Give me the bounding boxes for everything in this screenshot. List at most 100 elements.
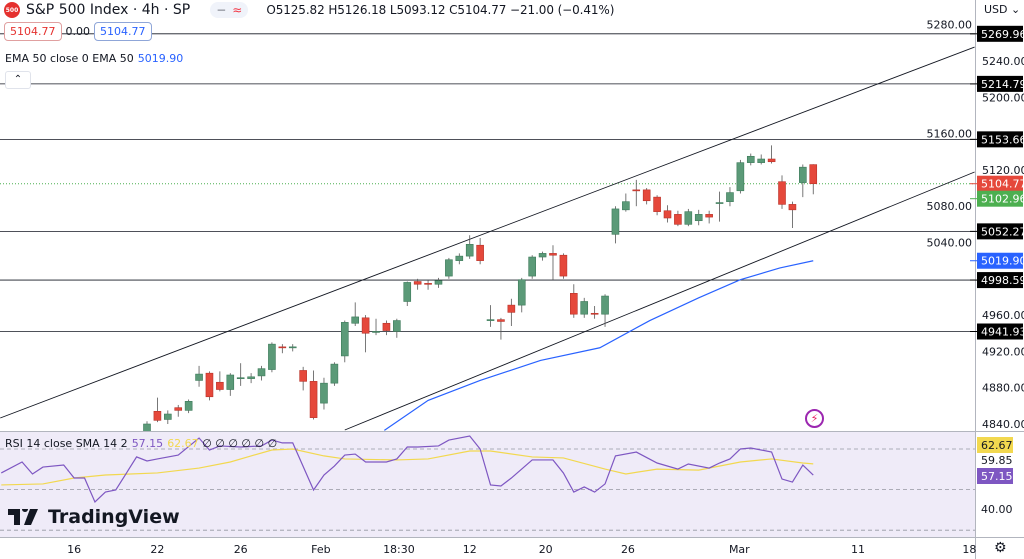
level-price-tag: 4998.59: [970, 272, 1024, 289]
price-tick-label: 4840.00: [982, 418, 1024, 431]
price-tick-label: 5040.00: [927, 237, 973, 250]
candle-body: [372, 331, 380, 333]
candle: [663, 205, 672, 223]
candle: [174, 404, 183, 417]
candle: [268, 342, 276, 373]
status-pills[interactable]: − ≈: [210, 2, 249, 18]
candle-body: [247, 376, 255, 379]
candle: [309, 370, 318, 420]
candle-body: [195, 373, 203, 381]
candle: [497, 317, 505, 340]
candle-body: [767, 158, 776, 163]
candle: [403, 281, 412, 307]
candle: [559, 253, 568, 279]
ema-legend[interactable]: EMA 50 close 0 EMA 50 5019.90: [5, 52, 183, 65]
candle-body: [413, 281, 422, 285]
level-price-tag-bg: [977, 272, 1023, 289]
ema-price-tag: 5019.90: [970, 252, 1024, 269]
spread-value: 0.00: [65, 25, 91, 38]
rsi-background: [0, 432, 975, 537]
rsi-line: [0, 435, 814, 504]
candle: [507, 298, 516, 326]
time-tick-label: Feb: [311, 543, 330, 556]
rsi-label: RSI 14 close SMA 14 2: [5, 437, 128, 450]
candle: [445, 257, 453, 279]
candle-body: [601, 295, 609, 315]
symbol-header: 500 S&P 500 Index · 4h · SP − ≈ O5125.82 …: [4, 2, 614, 18]
candle: [361, 315, 370, 353]
bid-price-tag: 5102.96: [970, 190, 1024, 207]
candle-body: [455, 255, 464, 261]
settings-icon[interactable]: ⚙: [994, 540, 1007, 556]
rsi-axis-label: 57.15: [977, 468, 1013, 484]
trade-buttons: 5104.77 0.00 5104.77: [4, 22, 152, 41]
rsi-axis-label-text: 59.85: [981, 454, 1013, 467]
candle: [715, 191, 724, 222]
candle-body: [590, 312, 599, 315]
lightning-icon[interactable]: ⚡: [805, 409, 824, 428]
candle-body: [486, 319, 495, 321]
candle: [726, 187, 734, 207]
currency-dropdown[interactable]: USD ⌄: [984, 3, 1021, 16]
level-price-tag-bg: [977, 131, 1023, 148]
price-tick-label: 5160.00: [927, 128, 973, 141]
channel-trendline: [344, 171, 975, 431]
candle: [330, 362, 339, 386]
channel-trendline: [0, 46, 975, 419]
buy-button[interactable]: 5104.77: [94, 22, 152, 41]
level-price-tag-bg: [977, 25, 1023, 42]
price-pane: [0, 33, 975, 431]
candle-body: [288, 346, 297, 349]
candle-body: [559, 254, 568, 277]
price-tick-label: 5200.00: [982, 91, 1024, 104]
last-price-tag: 5104.77: [970, 175, 1024, 192]
symbol-title[interactable]: S&P 500 Index · 4h · SP: [26, 2, 191, 18]
candle-body: [184, 401, 193, 411]
candle-body: [809, 164, 818, 185]
rsi-tag-bg: [977, 437, 1013, 453]
time-tick-label: 20: [539, 543, 553, 556]
candle: [788, 201, 797, 228]
rsi-axis-label: 62.67: [977, 437, 1013, 453]
candle-body: [153, 410, 162, 421]
candle-body: [476, 244, 484, 261]
candle: [736, 159, 745, 194]
candle: [767, 145, 776, 164]
candle-body: [340, 322, 349, 357]
candle: [799, 164, 807, 198]
rsi-tag-bg: [977, 468, 1013, 484]
candle-body: [694, 214, 703, 222]
level-price-tag-bg: [977, 75, 1023, 92]
candle: [205, 371, 214, 401]
level-price-tag: 5214.79: [970, 75, 1024, 92]
candle-body: [299, 370, 307, 382]
candle: [549, 245, 557, 280]
time-tick-label: 18:30: [383, 543, 415, 556]
candle-body: [653, 196, 661, 212]
candle-body: [715, 202, 724, 204]
candle: [257, 365, 266, 381]
candle: [184, 399, 193, 414]
chevron-up-icon[interactable]: ⌃: [5, 71, 31, 89]
candle: [570, 284, 578, 318]
rsi-value: 57.15: [131, 437, 164, 450]
candle-body: [205, 372, 214, 398]
bid-price-tag-text: 5102.96: [981, 193, 1024, 206]
candle-body: [705, 214, 713, 218]
candle: [320, 377, 328, 410]
candle: [299, 366, 307, 391]
sell-button[interactable]: 5104.77: [4, 22, 62, 41]
candle-body: [632, 189, 641, 192]
candle-body: [382, 322, 391, 331]
candle: [424, 280, 432, 290]
rsi-legend[interactable]: RSI 14 close SMA 14 2 57.15 62.67 ∅ ∅ ∅ ∅ …: [5, 437, 277, 450]
candle-body: [236, 377, 245, 380]
ema-price-tag-text: 5019.90: [981, 255, 1024, 268]
candle: [601, 294, 609, 327]
rsi-axis-label: 40.00: [981, 503, 1013, 516]
tradingview-logo-icon: [8, 509, 38, 525]
candle-body: [143, 423, 151, 431]
rsi-pane: [0, 432, 975, 537]
candle: [164, 410, 172, 424]
